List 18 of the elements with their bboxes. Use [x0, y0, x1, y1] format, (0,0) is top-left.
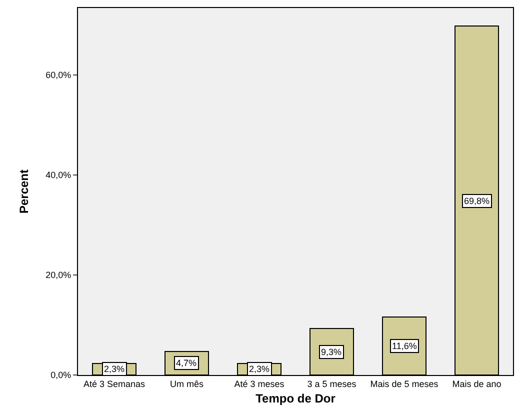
x-tick-label: Um mês: [170, 378, 204, 389]
data-label: 69,8%: [464, 196, 490, 206]
x-tick-label: 3 a 5 meses: [307, 378, 357, 389]
data-label: 11,6%: [392, 341, 417, 351]
y-tick-label: 20,0%: [46, 270, 72, 280]
y-tick-label: 60,0%: [46, 70, 72, 80]
x-tick-label: Até 3 meses: [234, 378, 285, 389]
x-axis-title: Tempo de Dor: [256, 392, 336, 406]
x-tick-label: Mais de 5 meses: [370, 378, 439, 389]
x-tick-label: Mais de ano: [452, 378, 502, 389]
data-label: 2,3%: [249, 364, 270, 374]
data-label: 2,3%: [104, 364, 125, 374]
y-tick-label: 40,0%: [46, 170, 72, 180]
data-label: 9,3%: [321, 347, 342, 357]
x-tick-label: Até 3 Semanas: [83, 378, 146, 389]
data-label: 4,7%: [176, 358, 197, 368]
y-tick-label: 0,0%: [50, 370, 72, 380]
y-axis-title: Percent: [16, 169, 31, 214]
